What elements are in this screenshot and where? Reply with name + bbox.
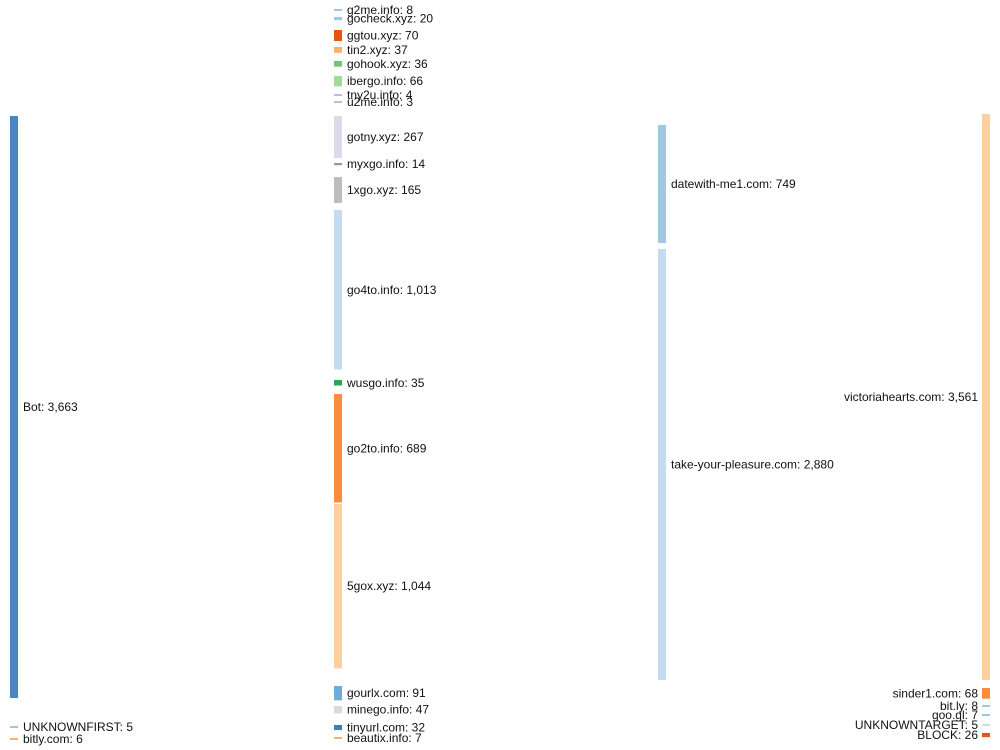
link-bot-to-1xgo[interactable] — [18, 177, 334, 226]
node-label-5gox: 5gox.xyz: 1,044 — [347, 579, 431, 593]
node-label-gotny: gotny.xyz: 267 — [347, 130, 424, 144]
node-u2me[interactable] — [334, 101, 342, 103]
node-label-googl: goo.gl: 7 — [932, 708, 978, 722]
link-wusgo-to-datewith[interactable] — [342, 235, 658, 386]
node-minego[interactable] — [334, 706, 342, 714]
node-label-go4to: go4to.info: 1,013 — [347, 283, 437, 297]
node-label-gocheck: gocheck.xyz: 20 — [347, 12, 433, 26]
node-gourlx[interactable] — [334, 686, 342, 701]
node-label-beautix: beautix.info: 7 — [347, 731, 422, 745]
link-bot-to-gocheck[interactable] — [18, 17, 334, 120]
node-label-victoria: victoriahearts.com: 3,561 — [844, 390, 978, 404]
link-bot-to-5gox[interactable] — [18, 504, 334, 671]
links-layer — [18, 9, 982, 740]
node-label-bitly_com: bitly.com: 6 — [23, 732, 83, 746]
node-go4to[interactable] — [334, 210, 342, 370]
node-gocheck[interactable] — [334, 17, 342, 21]
node-label-gourlx: gourlx.com: 91 — [347, 686, 426, 700]
node-label-u2me: u2me.info: 3 — [347, 95, 413, 109]
node-tny2u[interactable] — [334, 94, 342, 96]
link-bot-to-gotny[interactable] — [18, 116, 334, 198]
node-label-datewith: datewith-me1.com: 749 — [671, 177, 796, 191]
link-bot-to-tny2u[interactable] — [18, 94, 334, 155]
node-bot[interactable] — [10, 116, 18, 698]
link-bot-to-minego[interactable] — [18, 685, 334, 713]
node-bitly_com[interactable] — [10, 738, 18, 740]
node-ggtou[interactable] — [334, 30, 342, 42]
node-label-wusgo: wusgo.info: 35 — [346, 376, 425, 390]
link-datewith-to-unknowntarget[interactable] — [666, 243, 982, 726]
node-unknowntarget[interactable] — [982, 724, 990, 726]
node-gotny[interactable] — [334, 116, 342, 159]
node-ibergo[interactable] — [334, 76, 342, 87]
node-bitly[interactable] — [982, 705, 990, 707]
node-beautix[interactable] — [334, 737, 342, 739]
link-bot-to-wusgo[interactable] — [18, 380, 334, 394]
link-tinyurl-to-datewith[interactable] — [342, 242, 658, 726]
node-sinder1[interactable] — [982, 688, 990, 699]
node-label-myxgo: myxgo.info: 14 — [347, 157, 425, 171]
node-unknownfirst[interactable] — [10, 726, 18, 728]
node-victoria[interactable] — [982, 114, 990, 680]
link-bot-to-gohook[interactable] — [18, 61, 334, 143]
node-googl[interactable] — [982, 714, 990, 716]
node-go2to[interactable] — [334, 394, 342, 503]
node-label-tny2u: tny2u.info: 4 — [347, 88, 413, 102]
link-bot-to-tin2[interactable] — [18, 47, 334, 138]
node-tin2[interactable] — [334, 47, 342, 53]
link-bot-to-u2me[interactable] — [18, 101, 334, 155]
link-bot-to-g2me[interactable] — [18, 9, 334, 117]
node-label-go2to: go2to.info: 689 — [347, 441, 427, 455]
node-block[interactable] — [982, 733, 990, 738]
link-go4to-to-takeyour[interactable] — [342, 210, 658, 401]
link-gourlx-to-datewith[interactable] — [342, 240, 658, 687]
node-label-takeyour: take-your-pleasure.com: 2,880 — [671, 458, 834, 472]
node-label-block: BLOCK: 26 — [917, 728, 978, 742]
link-bot-to-ibergo[interactable] — [18, 76, 334, 154]
link-bot-to-go4to[interactable] — [18, 210, 334, 388]
node-label-1xgo: 1xgo.xyz: 165 — [347, 183, 421, 197]
nodes-layer — [10, 9, 990, 740]
node-takeyour[interactable] — [658, 249, 666, 680]
node-label-bitly: bit.ly: 8 — [940, 699, 978, 713]
node-label-bot: Bot: 3,663 — [23, 400, 78, 414]
node-label-minego: minego.info: 47 — [347, 703, 429, 717]
node-1xgo[interactable] — [334, 177, 342, 203]
node-label-ggtou: ggtou.xyz: 70 — [347, 29, 419, 43]
node-label-tin2: tin2.xyz: 37 — [347, 43, 408, 57]
node-gohook[interactable] — [334, 61, 342, 67]
link-bot-to-myxgo[interactable] — [18, 163, 334, 200]
node-wusgo[interactable] — [334, 380, 342, 386]
node-label-sinder1: sinder1.com: 68 — [893, 686, 979, 700]
node-label-unknowntarget: UNKNOWNTARGET: 5 — [855, 718, 978, 732]
node-5gox[interactable] — [334, 504, 342, 669]
link-takeyour-to-victoria[interactable] — [666, 233, 982, 680]
node-label-tinyurl: tinyurl.com: 32 — [347, 721, 425, 735]
node-label-unknownfirst: UNKNOWNFIRST: 5 — [23, 720, 133, 734]
link-bot-to-gourlx[interactable] — [18, 671, 334, 701]
node-label-gohook: gohook.xyz: 36 — [347, 57, 428, 71]
node-myxgo[interactable] — [334, 163, 342, 166]
node-label-ibergo: ibergo.info: 66 — [347, 74, 423, 88]
link-bot-to-ggtou[interactable] — [18, 30, 334, 132]
node-datewith[interactable] — [658, 125, 666, 243]
node-label-g2me: g2me.info: 8 — [347, 3, 413, 17]
node-tinyurl[interactable] — [334, 725, 342, 731]
node-g2me[interactable] — [334, 9, 342, 11]
